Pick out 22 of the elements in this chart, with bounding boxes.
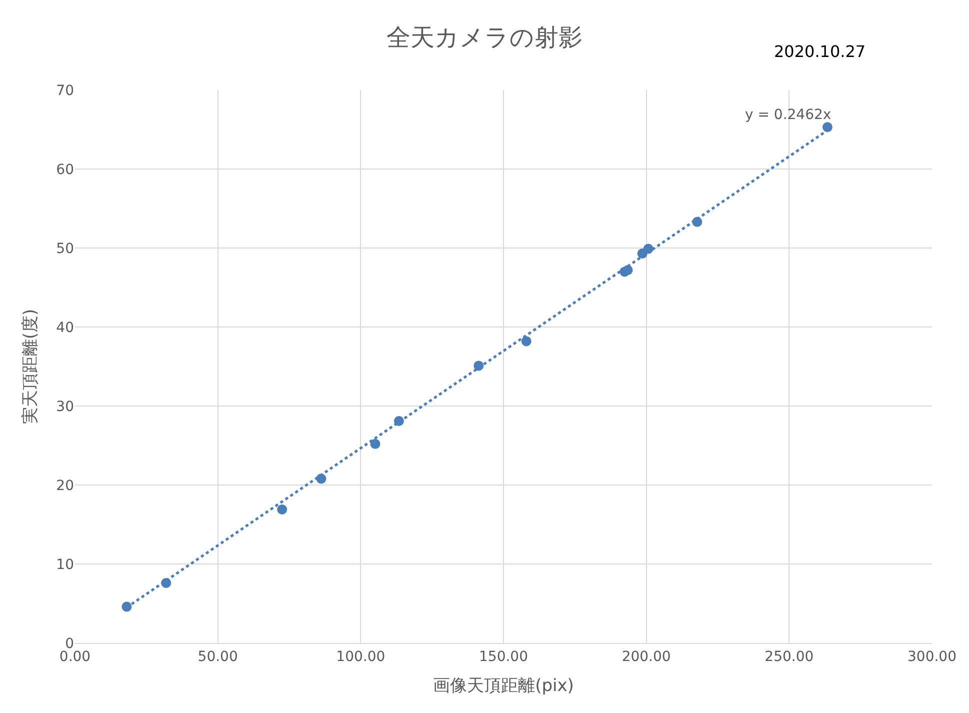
point <box>521 336 532 346</box>
y-tick-label: 30 <box>56 398 74 415</box>
y-tick-label: 20 <box>56 478 74 494</box>
chart-title: 全天カメラの射影 <box>386 23 582 52</box>
point <box>822 122 832 132</box>
x-tick-label: 150.00 <box>479 648 528 665</box>
x-tick-label: 50.00 <box>198 648 238 665</box>
x-tick-label: 250.00 <box>764 648 814 665</box>
x-tick-label: 100.00 <box>336 648 386 665</box>
y-tick-label: 60 <box>56 162 74 178</box>
y-axis-title: 実天頂距離(度) <box>20 308 41 424</box>
point <box>277 504 288 514</box>
annotation: y = 0.2462x <box>745 107 832 123</box>
x-axis-title: 画像天頂距離(pix) <box>433 676 574 696</box>
text: 2020.10.27 <box>774 42 866 61</box>
y-tick-label: 40 <box>56 320 74 336</box>
x-tick-label: 300.00 <box>908 648 956 665</box>
y-tick-label: 10 <box>56 556 74 573</box>
x-tick-label: 200.00 <box>622 648 671 665</box>
y-tick-label: 50 <box>56 240 74 257</box>
point <box>370 438 380 449</box>
y-tick-label: 70 <box>56 82 74 99</box>
